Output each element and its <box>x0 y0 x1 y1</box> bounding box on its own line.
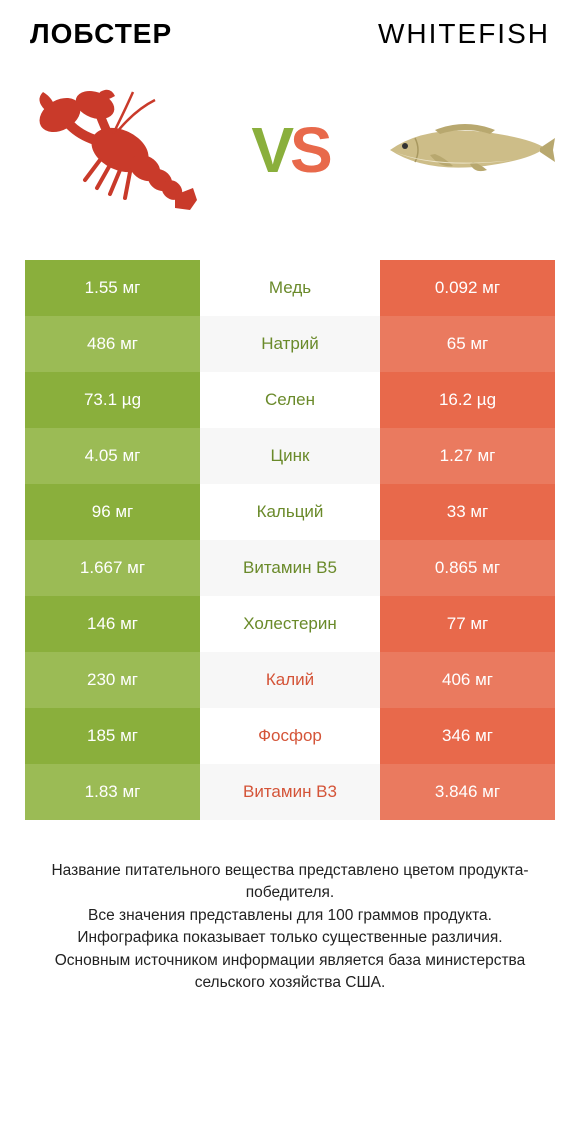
footer-note: Название питательного вещества представл… <box>0 820 580 995</box>
cell-nutrient: Витамин B5 <box>200 540 380 596</box>
table-row: 1.55 мгМедь0.092 мг <box>25 260 555 316</box>
cell-left-value: 486 мг <box>25 316 200 372</box>
header: ЛОБСТЕР WHITEFISH <box>0 0 580 60</box>
cell-nutrient: Кальций <box>200 484 380 540</box>
cell-right-value: 0.865 мг <box>380 540 555 596</box>
cell-nutrient: Медь <box>200 260 380 316</box>
cell-right-value: 65 мг <box>380 316 555 372</box>
cell-left-value: 185 мг <box>25 708 200 764</box>
cell-left-value: 96 мг <box>25 484 200 540</box>
cell-nutrient: Калий <box>200 652 380 708</box>
cell-left-value: 146 мг <box>25 596 200 652</box>
cell-right-value: 406 мг <box>380 652 555 708</box>
table-row: 486 мгНатрий65 мг <box>25 316 555 372</box>
fish-icon <box>375 110 555 190</box>
cell-right-value: 16.2 µg <box>380 372 555 428</box>
table-row: 230 мгКалий406 мг <box>25 652 555 708</box>
footer-line: Инфографика показывает только существенн… <box>30 927 550 949</box>
cell-nutrient: Витамин B3 <box>200 764 380 820</box>
vs-label: VS <box>251 113 328 187</box>
cell-nutrient: Цинк <box>200 428 380 484</box>
table-row: 146 мгХолестерин77 мг <box>25 596 555 652</box>
cell-left-value: 4.05 мг <box>25 428 200 484</box>
cell-left-value: 73.1 µg <box>25 372 200 428</box>
cell-right-value: 346 мг <box>380 708 555 764</box>
cell-left-value: 1.667 мг <box>25 540 200 596</box>
table-row: 96 мгКальций33 мг <box>25 484 555 540</box>
footer-line: Основным источником информации является … <box>30 950 550 995</box>
title-right: WHITEFISH <box>378 18 550 50</box>
fish-image <box>370 70 560 230</box>
cell-left-value: 1.83 мг <box>25 764 200 820</box>
lobster-image <box>20 70 210 230</box>
vs-v: V <box>251 113 290 187</box>
footer-line: Название питательного вещества представл… <box>30 860 550 905</box>
lobster-icon <box>25 80 205 220</box>
footer-line: Все значения представлены для 100 граммо… <box>30 905 550 927</box>
cell-right-value: 3.846 мг <box>380 764 555 820</box>
title-left: ЛОБСТЕР <box>30 18 172 50</box>
cell-nutrient: Фосфор <box>200 708 380 764</box>
vs-s: S <box>290 113 329 187</box>
cell-nutrient: Холестерин <box>200 596 380 652</box>
cell-nutrient: Селен <box>200 372 380 428</box>
table-row: 73.1 µgСелен16.2 µg <box>25 372 555 428</box>
cell-nutrient: Натрий <box>200 316 380 372</box>
table-row: 1.667 мгВитамин B50.865 мг <box>25 540 555 596</box>
table-row: 4.05 мгЦинк1.27 мг <box>25 428 555 484</box>
cell-right-value: 0.092 мг <box>380 260 555 316</box>
cell-left-value: 230 мг <box>25 652 200 708</box>
table-row: 1.83 мгВитамин B33.846 мг <box>25 764 555 820</box>
cell-right-value: 77 мг <box>380 596 555 652</box>
table-row: 185 мгФосфор346 мг <box>25 708 555 764</box>
cell-left-value: 1.55 мг <box>25 260 200 316</box>
images-row: VS <box>0 60 580 260</box>
comparison-table: 1.55 мгМедь0.092 мг486 мгНатрий65 мг73.1… <box>0 260 580 820</box>
cell-right-value: 33 мг <box>380 484 555 540</box>
cell-right-value: 1.27 мг <box>380 428 555 484</box>
